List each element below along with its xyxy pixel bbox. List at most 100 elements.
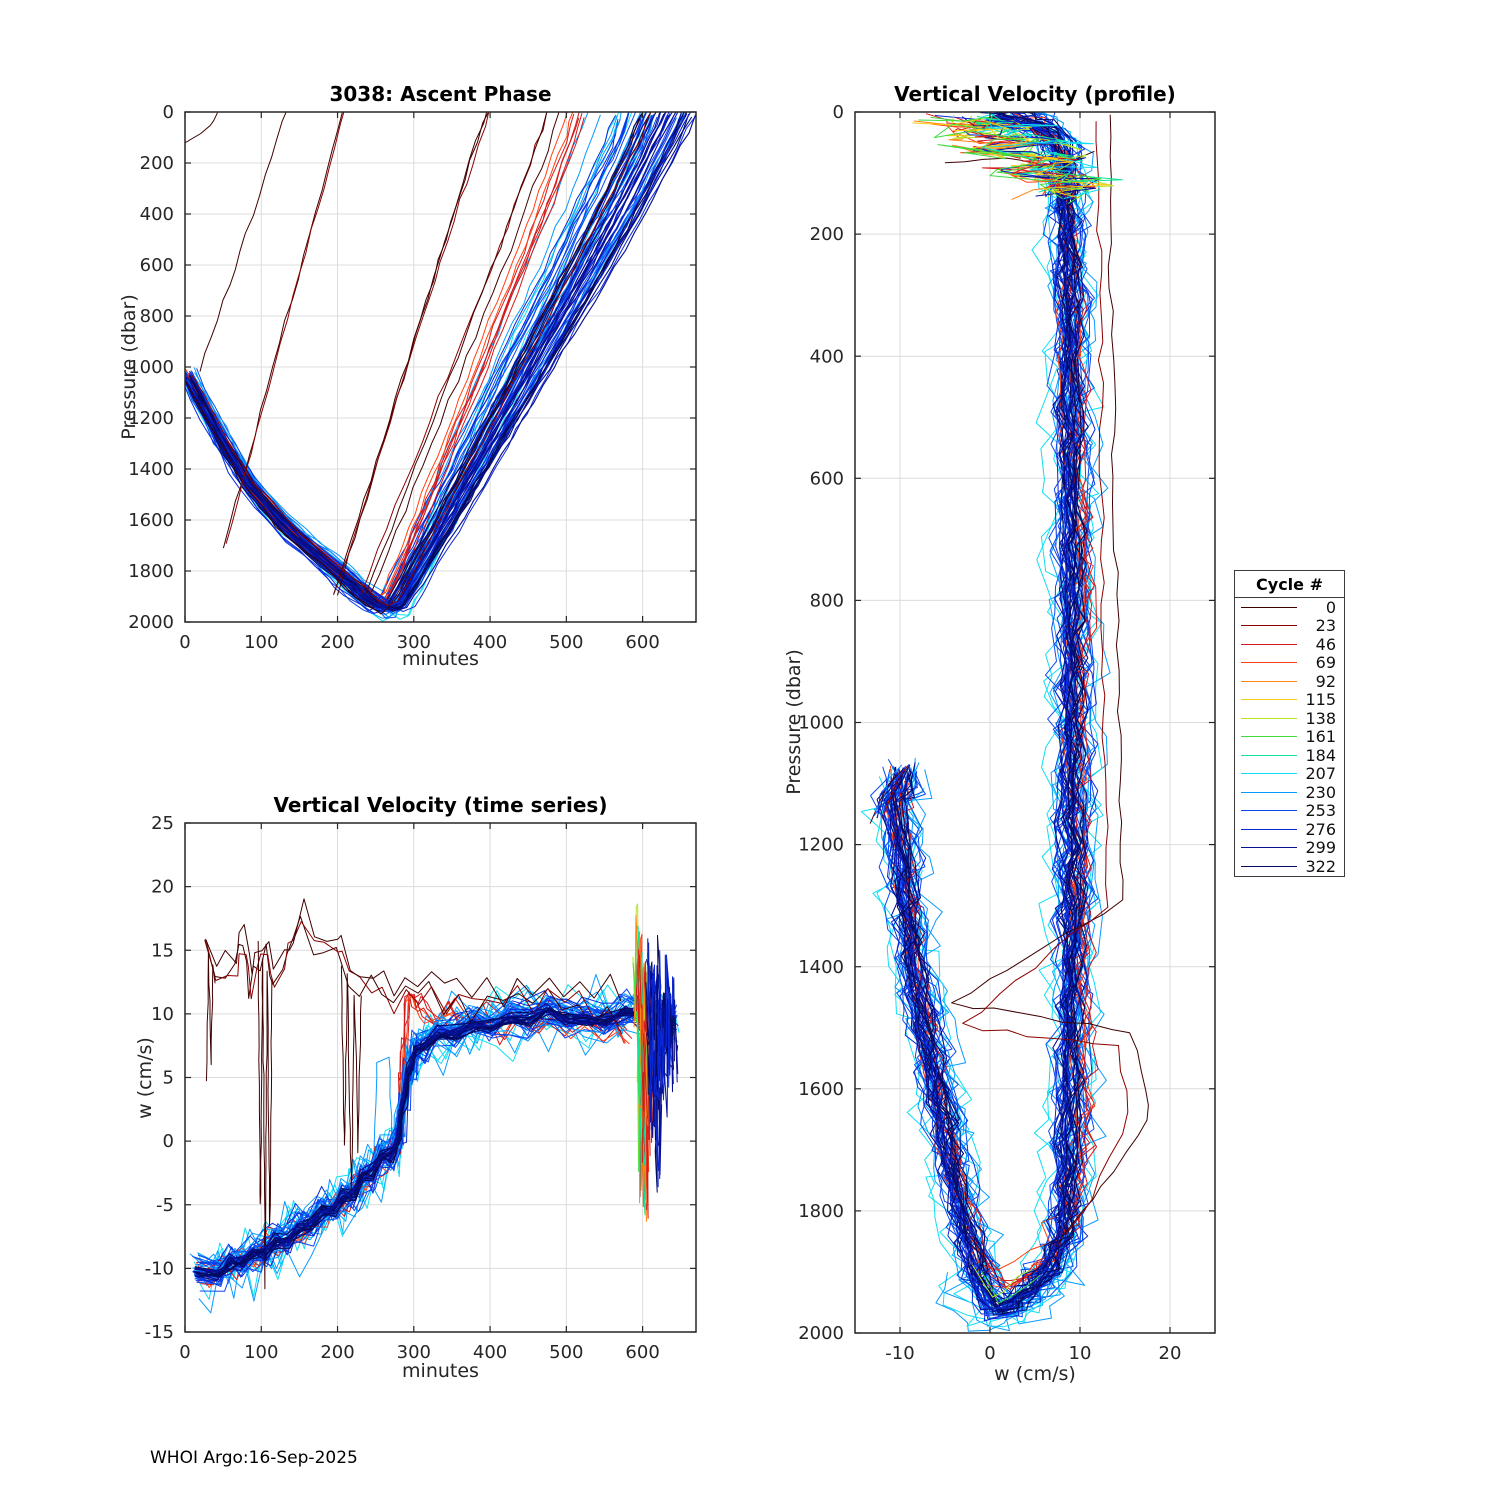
- svg-text:10: 10: [1069, 1343, 1092, 1364]
- series: [860, 112, 1149, 1332]
- legend-line-sample: [1241, 699, 1297, 701]
- footer-text: WHOI Argo:16-Sep-2025: [150, 1448, 358, 1468]
- axes-frame: 0 100 200 300 400 500 600 0 200 400 600 800 1000 1200…: [128, 102, 697, 653]
- legend-title: Cycle #: [1235, 571, 1344, 598]
- legend-entry-label: 299: [1305, 838, 1336, 858]
- svg-text:1000: 1000: [798, 713, 844, 734]
- svg-text:20: 20: [1159, 1343, 1182, 1364]
- svg-text:800: 800: [810, 591, 844, 612]
- legend-line-sample: [1241, 828, 1297, 830]
- svg-text:1400: 1400: [128, 459, 174, 480]
- svg-text:0: 0: [163, 102, 174, 123]
- legend-entry-label: 0: [1325, 597, 1336, 617]
- legend-line-sample: [1241, 810, 1297, 812]
- svg-text:5: 5: [163, 1068, 174, 1089]
- svg-text:500: 500: [549, 1342, 583, 1363]
- svg-text:400: 400: [473, 1342, 507, 1363]
- svg-text:600: 600: [140, 255, 174, 276]
- legend-line-sample: [1241, 625, 1297, 627]
- svg-text:100: 100: [244, 1342, 278, 1363]
- axes-frame: -10 0 10 2002004006008001000120014001600180…: [798, 102, 1216, 1364]
- legend-entry: 0: [1235, 598, 1344, 617]
- plot-velocity-profile: -10 0 10 2002004006008001000120014001600180…: [798, 102, 1216, 1364]
- svg-text:400: 400: [140, 204, 174, 225]
- legend-entry-label: 276: [1305, 819, 1336, 839]
- svg-text:-10: -10: [885, 1343, 914, 1364]
- cycle-legend: Cycle # 0 23 46 69 92 115 138 161 184 207 230 253 27…: [1234, 570, 1345, 877]
- svg-text:1200: 1200: [798, 835, 844, 856]
- svg-text:25: 25: [151, 813, 174, 834]
- plot-title-velocity-timeseries: Vertical Velocity (time series): [273, 793, 608, 817]
- svg-text:200: 200: [140, 153, 174, 174]
- legend-entry-label: 161: [1305, 727, 1336, 747]
- series: [185, 112, 696, 622]
- svg-text:100: 100: [244, 632, 278, 653]
- series: [189, 898, 680, 1314]
- legend-line-sample: [1241, 754, 1297, 756]
- svg-text:1400: 1400: [798, 957, 844, 978]
- legend-line-sample: [1241, 606, 1297, 608]
- xlabel-w-cms: w (cm/s): [994, 1363, 1076, 1385]
- legend-line-sample: [1241, 643, 1297, 645]
- svg-text:300: 300: [397, 1342, 431, 1363]
- svg-text:-10: -10: [145, 1258, 174, 1279]
- svg-text:20: 20: [151, 877, 174, 898]
- legend-line-sample: [1241, 847, 1297, 849]
- legend-entry: 253: [1235, 801, 1344, 821]
- legend-entries: 0 23 46 69 92 115 138 161 184 207 230 253 276 299 322: [1235, 598, 1344, 876]
- ylabel-w-cms: w (cm/s): [134, 1037, 156, 1119]
- svg-text:1800: 1800: [798, 1201, 844, 1222]
- legend-entry-label: 253: [1305, 801, 1336, 821]
- svg-text:0: 0: [179, 632, 190, 653]
- svg-text:1600: 1600: [128, 510, 174, 531]
- legend-entry: 46: [1235, 635, 1344, 654]
- svg-text:1800: 1800: [128, 561, 174, 582]
- svg-text:1000: 1000: [128, 357, 174, 378]
- legend-entry-label: 115: [1305, 690, 1336, 710]
- plot-velocity-timeseries: 0 100 200 300 400 500 600 -15 -10 -5 0 5 10 15 20 25: [145, 813, 697, 1363]
- legend-line-sample: [1241, 736, 1297, 738]
- legend-entry: 69: [1235, 653, 1344, 673]
- plot-title-velocity-profile: Vertical Velocity (profile): [894, 82, 1176, 106]
- legend-entry: 299: [1235, 838, 1344, 858]
- legend-entry-label: 138: [1305, 708, 1336, 728]
- svg-text:200: 200: [810, 224, 844, 245]
- plot-title-ascent-phase: 3038: Ascent Phase: [329, 82, 552, 106]
- svg-text:600: 600: [625, 632, 659, 653]
- grid: [855, 111, 1215, 1334]
- legend-entry: 184: [1235, 746, 1344, 765]
- legend-entry-label: 69: [1315, 653, 1336, 673]
- legend-entry-label: 92: [1315, 671, 1336, 691]
- legend-entry-label: 207: [1305, 764, 1336, 784]
- legend-entry: 322: [1235, 857, 1344, 876]
- legend-entry: 23: [1235, 616, 1344, 635]
- legend-line-sample: [1241, 717, 1297, 719]
- svg-text:0: 0: [833, 102, 844, 123]
- svg-text:400: 400: [473, 632, 507, 653]
- svg-text:0: 0: [984, 1343, 995, 1364]
- svg-text:1600: 1600: [798, 1079, 844, 1100]
- svg-text:600: 600: [810, 468, 844, 489]
- legend-entry: 138: [1235, 709, 1344, 728]
- svg-text:-15: -15: [145, 1322, 174, 1343]
- svg-text:2000: 2000: [128, 612, 174, 633]
- svg-text:400: 400: [810, 346, 844, 367]
- svg-text:-5: -5: [156, 1195, 174, 1216]
- svg-text:1200: 1200: [128, 408, 174, 429]
- svg-text:500: 500: [549, 632, 583, 653]
- grid: [184, 111, 696, 623]
- svg-text:15: 15: [151, 940, 174, 961]
- plot-ascent-phase: 0 100 200 300 400 500 600 0 200 400 600 800 1000 1200…: [128, 102, 697, 653]
- legend-entry: 276: [1235, 820, 1344, 839]
- svg-text:200: 200: [320, 1342, 354, 1363]
- legend-line-sample: [1241, 791, 1297, 793]
- legend-entry: 115: [1235, 690, 1344, 710]
- legend-line-sample: [1241, 865, 1297, 867]
- axes-frame: 0 100 200 300 400 500 600 -15 -10 -5 0 5 10 15 20 25: [145, 813, 697, 1363]
- legend-line-sample: [1241, 680, 1297, 682]
- legend-line-sample: [1241, 773, 1297, 775]
- legend-line-sample: [1241, 662, 1297, 664]
- svg-text:600: 600: [625, 1342, 659, 1363]
- legend-entry: 92: [1235, 672, 1344, 691]
